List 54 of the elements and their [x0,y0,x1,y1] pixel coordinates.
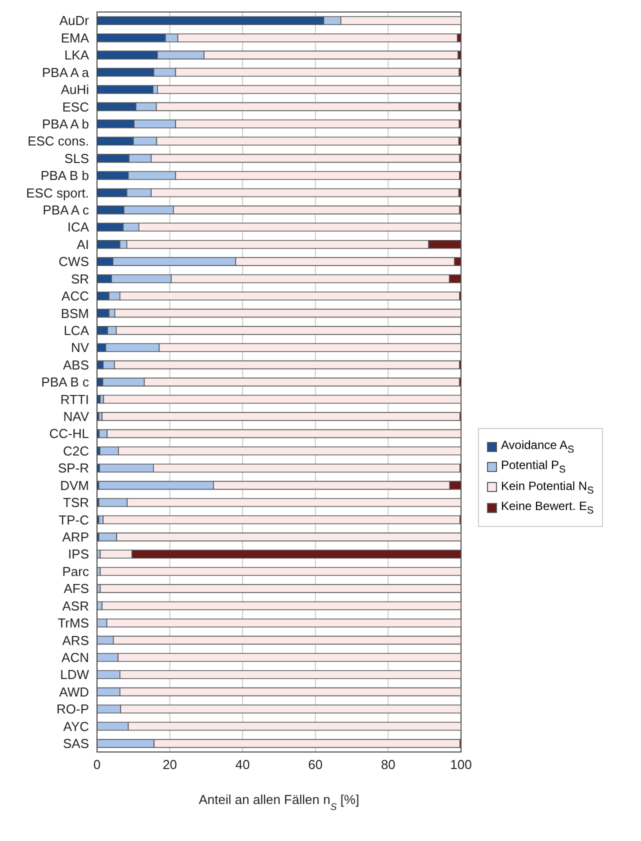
y-tick-label: AuHi [60,82,90,98]
y-tick-label: LCA [64,322,90,338]
y-tick-label: RTTI [60,392,89,407]
y-tick-label: LKA [64,48,90,63]
y-tick-label: ARS [62,632,90,648]
y-tick-label: AYC [63,718,89,734]
x-axis-title: Anteil an allen Fällen n$_{S}$ [%] [198,792,360,812]
y-tick-label: AuDr [59,13,90,28]
y-tick-label: LDW [60,667,90,682]
y-tick-label: SR [70,271,89,286]
y-tick-label: ESC [62,99,89,114]
y-tick-label: AFS [64,581,90,596]
y-tick-label: PBA B c [41,374,90,390]
y-tick-label: PBA B b [40,168,89,184]
y-tick-label: SAS [62,736,90,752]
y-tick-label: TP-C [58,512,89,528]
y-tick-label: PBA A c [42,202,90,218]
x-tick-label: 0 [93,757,101,772]
y-tick-label: SP-R [58,460,89,476]
y-tick-label: IPS [68,546,90,562]
y-tick-label: PBA A a [42,64,90,80]
y-tick-label: AI [76,236,89,252]
legend-label: Avoidance A$_{S}$ [501,438,574,456]
y-tick-label: TSR [63,495,89,510]
y-tick-label: DVM [60,478,89,493]
y-tick-label: RO-P [56,702,89,717]
y-tick-label: CC-HL [49,426,89,442]
y-tick-label: C2C [62,443,89,458]
x-tick-label: 60 [308,757,323,772]
y-tick-label: ACN [62,650,89,665]
y-tick-label: ARP [62,530,89,544]
x-tick-label: 40 [235,757,250,772]
y-tick-label: NAV [63,409,90,424]
y-tick-label: ESC cons. [28,134,89,149]
y-tick-label: BSM [60,306,89,321]
x-tick-label: 100 [450,757,472,772]
y-tick-label: Parc [62,564,90,579]
y-tick-label: ESC sport. [26,185,89,200]
y-tick-label: ICA [67,220,90,235]
y-tick-label: SLS [64,150,90,166]
legend-label: Potential P$_{S}$ [501,458,566,476]
y-tick-label: CWS [58,254,90,270]
y-tick-label: ABS [62,357,90,372]
y-tick-label: NV [70,340,90,356]
y-tick-label: ACC [62,288,89,304]
x-tick-label: 20 [162,757,178,772]
y-tick-label: AWD [59,684,89,700]
x-tick-label: 80 [380,757,396,772]
legend-label: Keine Bewert. E$_{S}$ [501,499,594,517]
y-tick-label: TrMS [58,616,90,631]
legend-label: Kein Potential N$_{S}$ [501,478,594,496]
y-tick-label: ASR [62,598,89,614]
y-tick-label: EMA [60,30,90,46]
y-tick-label: PBA A b [42,116,89,132]
